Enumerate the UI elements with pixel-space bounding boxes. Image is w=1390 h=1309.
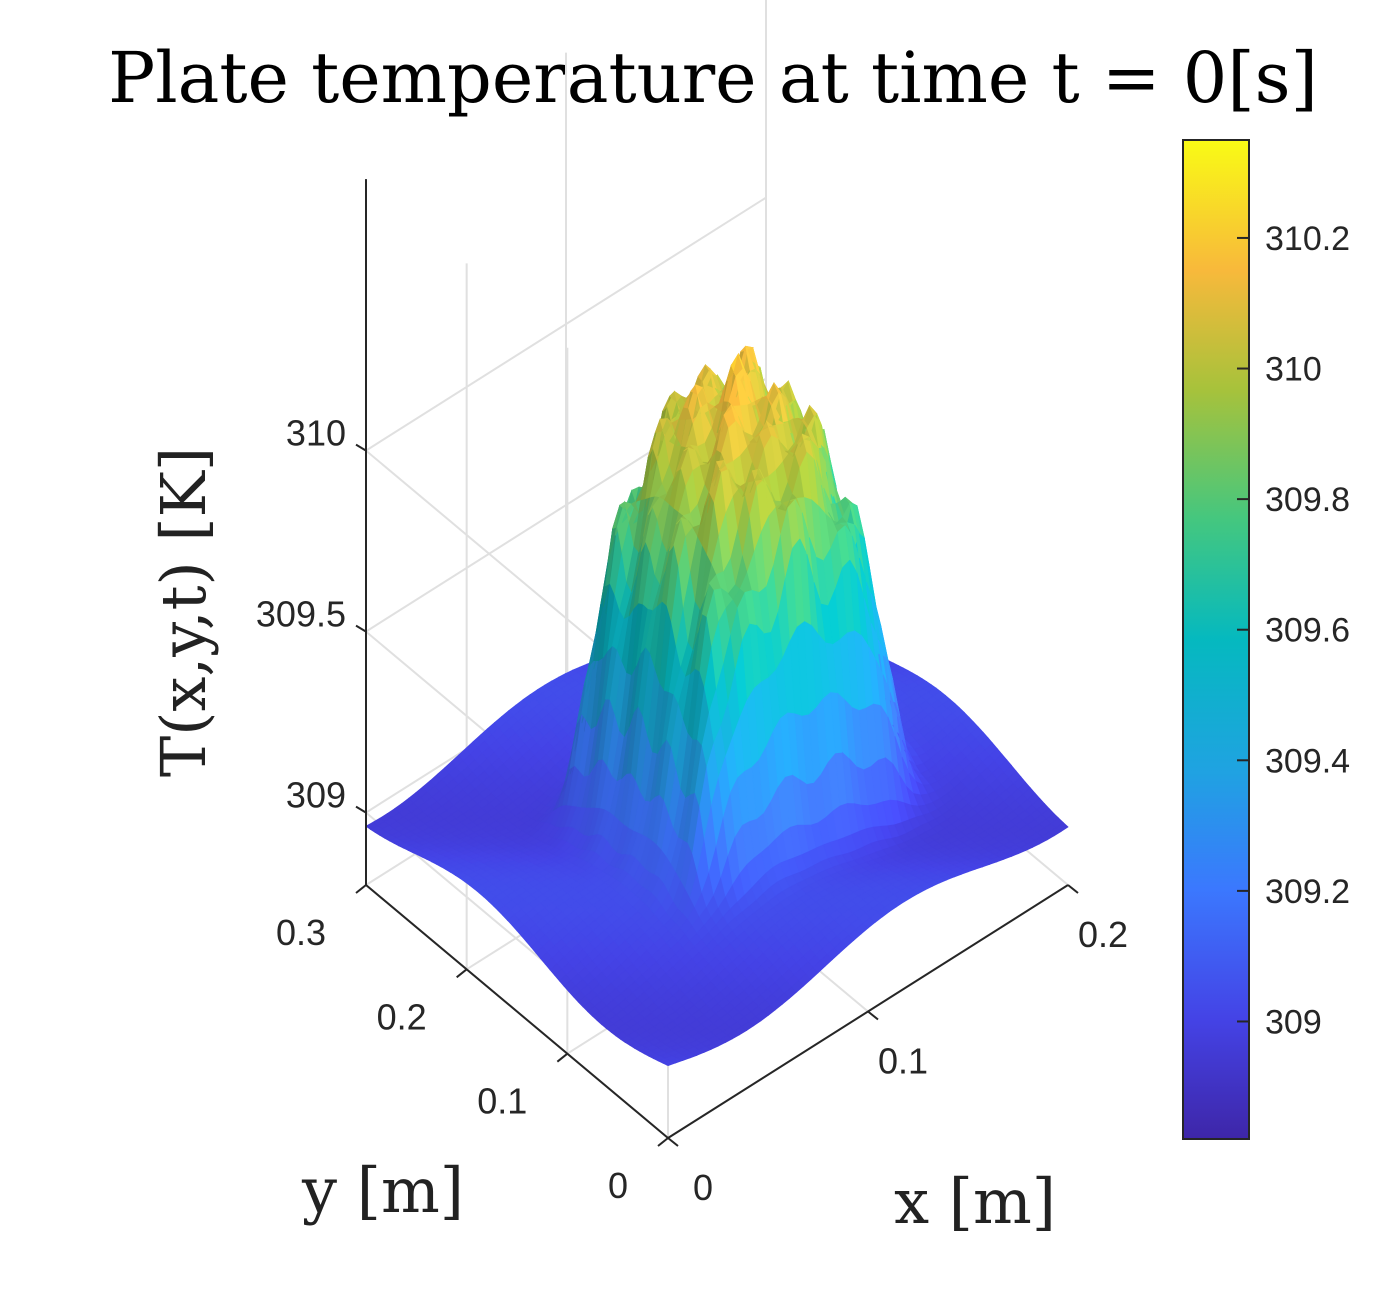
x-axis-label: x [m] (894, 1165, 1056, 1238)
axis-ticks: 0 0.1 0.2 0 0.1 0.2 0.3 309 309.5 310 (256, 413, 1128, 1208)
z-axis-label: T(x,y,t) [K] (147, 447, 220, 777)
z-tick-mark (355, 443, 367, 452)
colorbar-tick-label: 310.2 (1265, 220, 1350, 258)
colorbar: 309 309.2 309.4 309.6 309.8 310 310.2 (1182, 139, 1350, 1140)
colorbar-ticks: 309 309.2 309.4 309.6 309.8 310 310.2 (1237, 220, 1350, 1041)
z-tick-mark (355, 624, 367, 633)
y-tick-mark (456, 968, 468, 979)
colorbar-gradient (1182, 139, 1250, 1140)
y-tick-mark (556, 1052, 568, 1063)
surface-patch (1055, 822, 1069, 833)
temperature-surface (365, 345, 1069, 1067)
colorbar-tick-label: 309.4 (1265, 742, 1350, 780)
z-tick-label: 309 (286, 775, 346, 816)
x-tick-mark (667, 1137, 679, 1147)
x-tick-label: 0.1 (878, 1041, 928, 1082)
colorbar-tick-label: 309.2 (1265, 873, 1350, 911)
colorbar-tick-label: 309 (1265, 1003, 1322, 1041)
x-tick-label: 0.2 (1078, 914, 1128, 955)
y-tick-label: 0.1 (477, 1081, 527, 1122)
grid-line-z (365, 196, 767, 452)
y-tick-label: 0 (608, 1165, 628, 1206)
colorbar-tick-label: 310 (1265, 351, 1322, 389)
y-tick-mark (657, 1137, 669, 1147)
x-tick-mark (867, 1010, 879, 1021)
y-tick-label: 0.3 (276, 912, 326, 953)
y-axis-label: y [m] (301, 1154, 464, 1227)
z-tick-mark (355, 805, 367, 814)
y-tick-mark (355, 884, 367, 894)
x-tick-label: 0 (693, 1167, 713, 1208)
z-tick-label: 310 (286, 413, 346, 454)
x-tick-mark (1067, 884, 1079, 894)
chart-title: Plate temperature at time t = 0[s] (108, 37, 1318, 119)
z-tick-label: 309.5 (256, 594, 346, 635)
y-tick-label: 0.2 (377, 996, 427, 1037)
colorbar-tick-label: 309.8 (1265, 481, 1350, 519)
colorbar-tick-label: 309.6 (1265, 612, 1350, 650)
y-axis-line (365, 884, 669, 1139)
